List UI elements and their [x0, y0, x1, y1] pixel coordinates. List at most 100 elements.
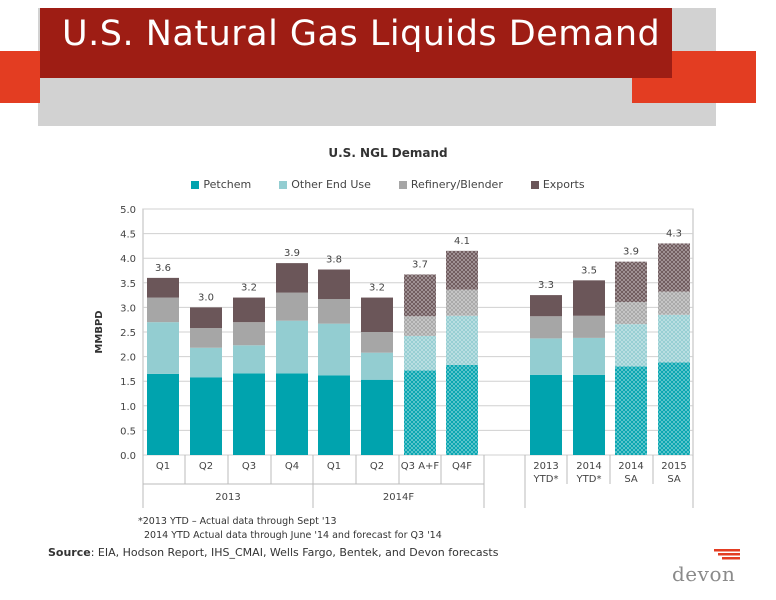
logo-bars-icon — [714, 549, 740, 560]
bar-segment — [658, 291, 690, 315]
legend-item-refinery-blender: Refinery/Blender — [398, 178, 503, 191]
bar-segment — [233, 345, 265, 374]
x-tick-label: 2015 — [661, 461, 686, 472]
bar-total-label: 3.5 — [581, 265, 597, 276]
bar-segment — [233, 297, 265, 323]
x-tick-label: Q2 — [370, 461, 384, 472]
bar-segment — [147, 373, 179, 455]
bar-segment — [615, 261, 647, 302]
x-tick-label: 2013 — [533, 461, 558, 472]
bar-segment — [530, 374, 562, 455]
bar-segment — [573, 315, 605, 338]
y-tick-label: 1.0 — [120, 402, 136, 413]
x-tick-label: Q3 A+F — [401, 461, 440, 472]
bar-total-label: 4.3 — [666, 228, 682, 239]
bar-segment — [615, 366, 647, 455]
bar-segment — [530, 338, 562, 375]
footnote-2014: 2014 YTD Actual data through June '14 an… — [144, 530, 442, 541]
legend-label-exports: Exports — [542, 178, 585, 191]
bar-total-label: 3.3 — [538, 280, 554, 291]
legend-swatch-exports — [530, 180, 539, 189]
bar-total-label: 3.2 — [241, 283, 257, 294]
bar-segment — [190, 347, 222, 378]
bar-segment — [361, 379, 393, 455]
bar-segment — [190, 377, 222, 455]
bar-segment — [190, 307, 222, 329]
legend-item-petchem: Petchem — [191, 178, 251, 191]
bar-segment — [147, 322, 179, 374]
bar-segment — [147, 297, 179, 323]
bar-segment — [404, 274, 436, 317]
bar-segment — [615, 301, 647, 325]
bar-total-label: 3.8 — [326, 255, 342, 266]
bar-segment — [404, 370, 436, 455]
chart-title: U.S. NGL Demand — [328, 146, 448, 160]
bar-segment — [318, 299, 350, 324]
x-tick-label: Q1 — [327, 461, 341, 472]
chart-legend: Petchem Other End Use Refinery/Blender E… — [0, 178, 776, 191]
bar-segment — [276, 373, 308, 455]
bar-segment — [446, 250, 478, 290]
bar-total-label: 3.7 — [412, 259, 428, 270]
bar-segment — [446, 315, 478, 365]
legend-swatch-other-end-use — [279, 180, 288, 189]
bar-segment — [318, 323, 350, 376]
legend-item-exports: Exports — [530, 178, 585, 191]
bar-segment — [573, 280, 605, 316]
y-tick-label: 2.0 — [120, 353, 136, 364]
x-tick-label: Q1 — [156, 461, 170, 472]
bar-segment — [573, 337, 605, 375]
bar-segment — [276, 292, 308, 321]
x-tick-label: YTD* — [576, 474, 602, 485]
legend-label-other-end-use: Other End Use — [291, 178, 371, 191]
bar-segment — [446, 289, 478, 316]
x-tick-label: YTD* — [533, 474, 559, 485]
title-banner: U.S. Natural Gas Liquids Demand — [40, 8, 672, 78]
y-tick-label: 0.5 — [120, 426, 136, 437]
source-note: Source: EIA, Hodson Report, IHS_CMAI, We… — [48, 546, 498, 559]
legend-label-refinery-blender: Refinery/Blender — [410, 178, 503, 191]
y-axis-label: MMBPD — [94, 310, 105, 353]
bar-segment — [573, 374, 605, 455]
bar-segment — [361, 352, 393, 380]
bar-total-label: 3.2 — [369, 283, 385, 294]
y-tick-label: 3.0 — [120, 303, 136, 314]
x-tick-label: Q2 — [199, 461, 213, 472]
y-tick-label: 2.5 — [120, 328, 136, 339]
x-tick-label: Q3 — [242, 461, 256, 472]
bar-segment — [530, 316, 562, 339]
bar-segment — [530, 295, 562, 317]
bar-segment — [276, 320, 308, 374]
y-tick-label: 0.0 — [120, 451, 136, 462]
bar-total-label: 3.9 — [623, 247, 639, 258]
y-tick-label: 4.0 — [120, 254, 136, 265]
bar-segment — [446, 364, 478, 455]
y-tick-label: 3.5 — [120, 279, 136, 290]
bar-segment — [147, 277, 179, 298]
bar-segment — [233, 373, 265, 455]
bar-segment — [404, 335, 436, 371]
legend-item-other-end-use: Other End Use — [279, 178, 371, 191]
x-tick-label: SA — [624, 474, 638, 485]
logo-text: devon — [672, 562, 736, 586]
bar-segment — [404, 316, 436, 336]
source-text: : EIA, Hodson Report, IHS_CMAI, Wells Fa… — [90, 546, 499, 559]
bar-segment — [361, 332, 393, 353]
bar-segment — [233, 322, 265, 346]
bar-segment — [190, 328, 222, 348]
y-tick-label: 1.5 — [120, 377, 136, 388]
header-left-accent — [0, 51, 40, 103]
bar-segment — [658, 362, 690, 455]
x-tick-label: SA — [667, 474, 681, 485]
bar-total-label: 3.6 — [155, 263, 171, 274]
x-tick-label: 2014 — [576, 461, 601, 472]
y-tick-label: 5.0 — [120, 205, 136, 216]
x-group-label: 2014F — [383, 492, 414, 503]
bar-total-label: 3.9 — [284, 248, 300, 259]
bar-segment — [318, 269, 350, 300]
y-tick-label: 4.5 — [120, 230, 136, 241]
bar-segment — [658, 243, 690, 292]
bar-segment — [658, 314, 690, 363]
devon-logo: devon — [672, 548, 752, 588]
x-tick-label: Q4 — [285, 461, 299, 472]
